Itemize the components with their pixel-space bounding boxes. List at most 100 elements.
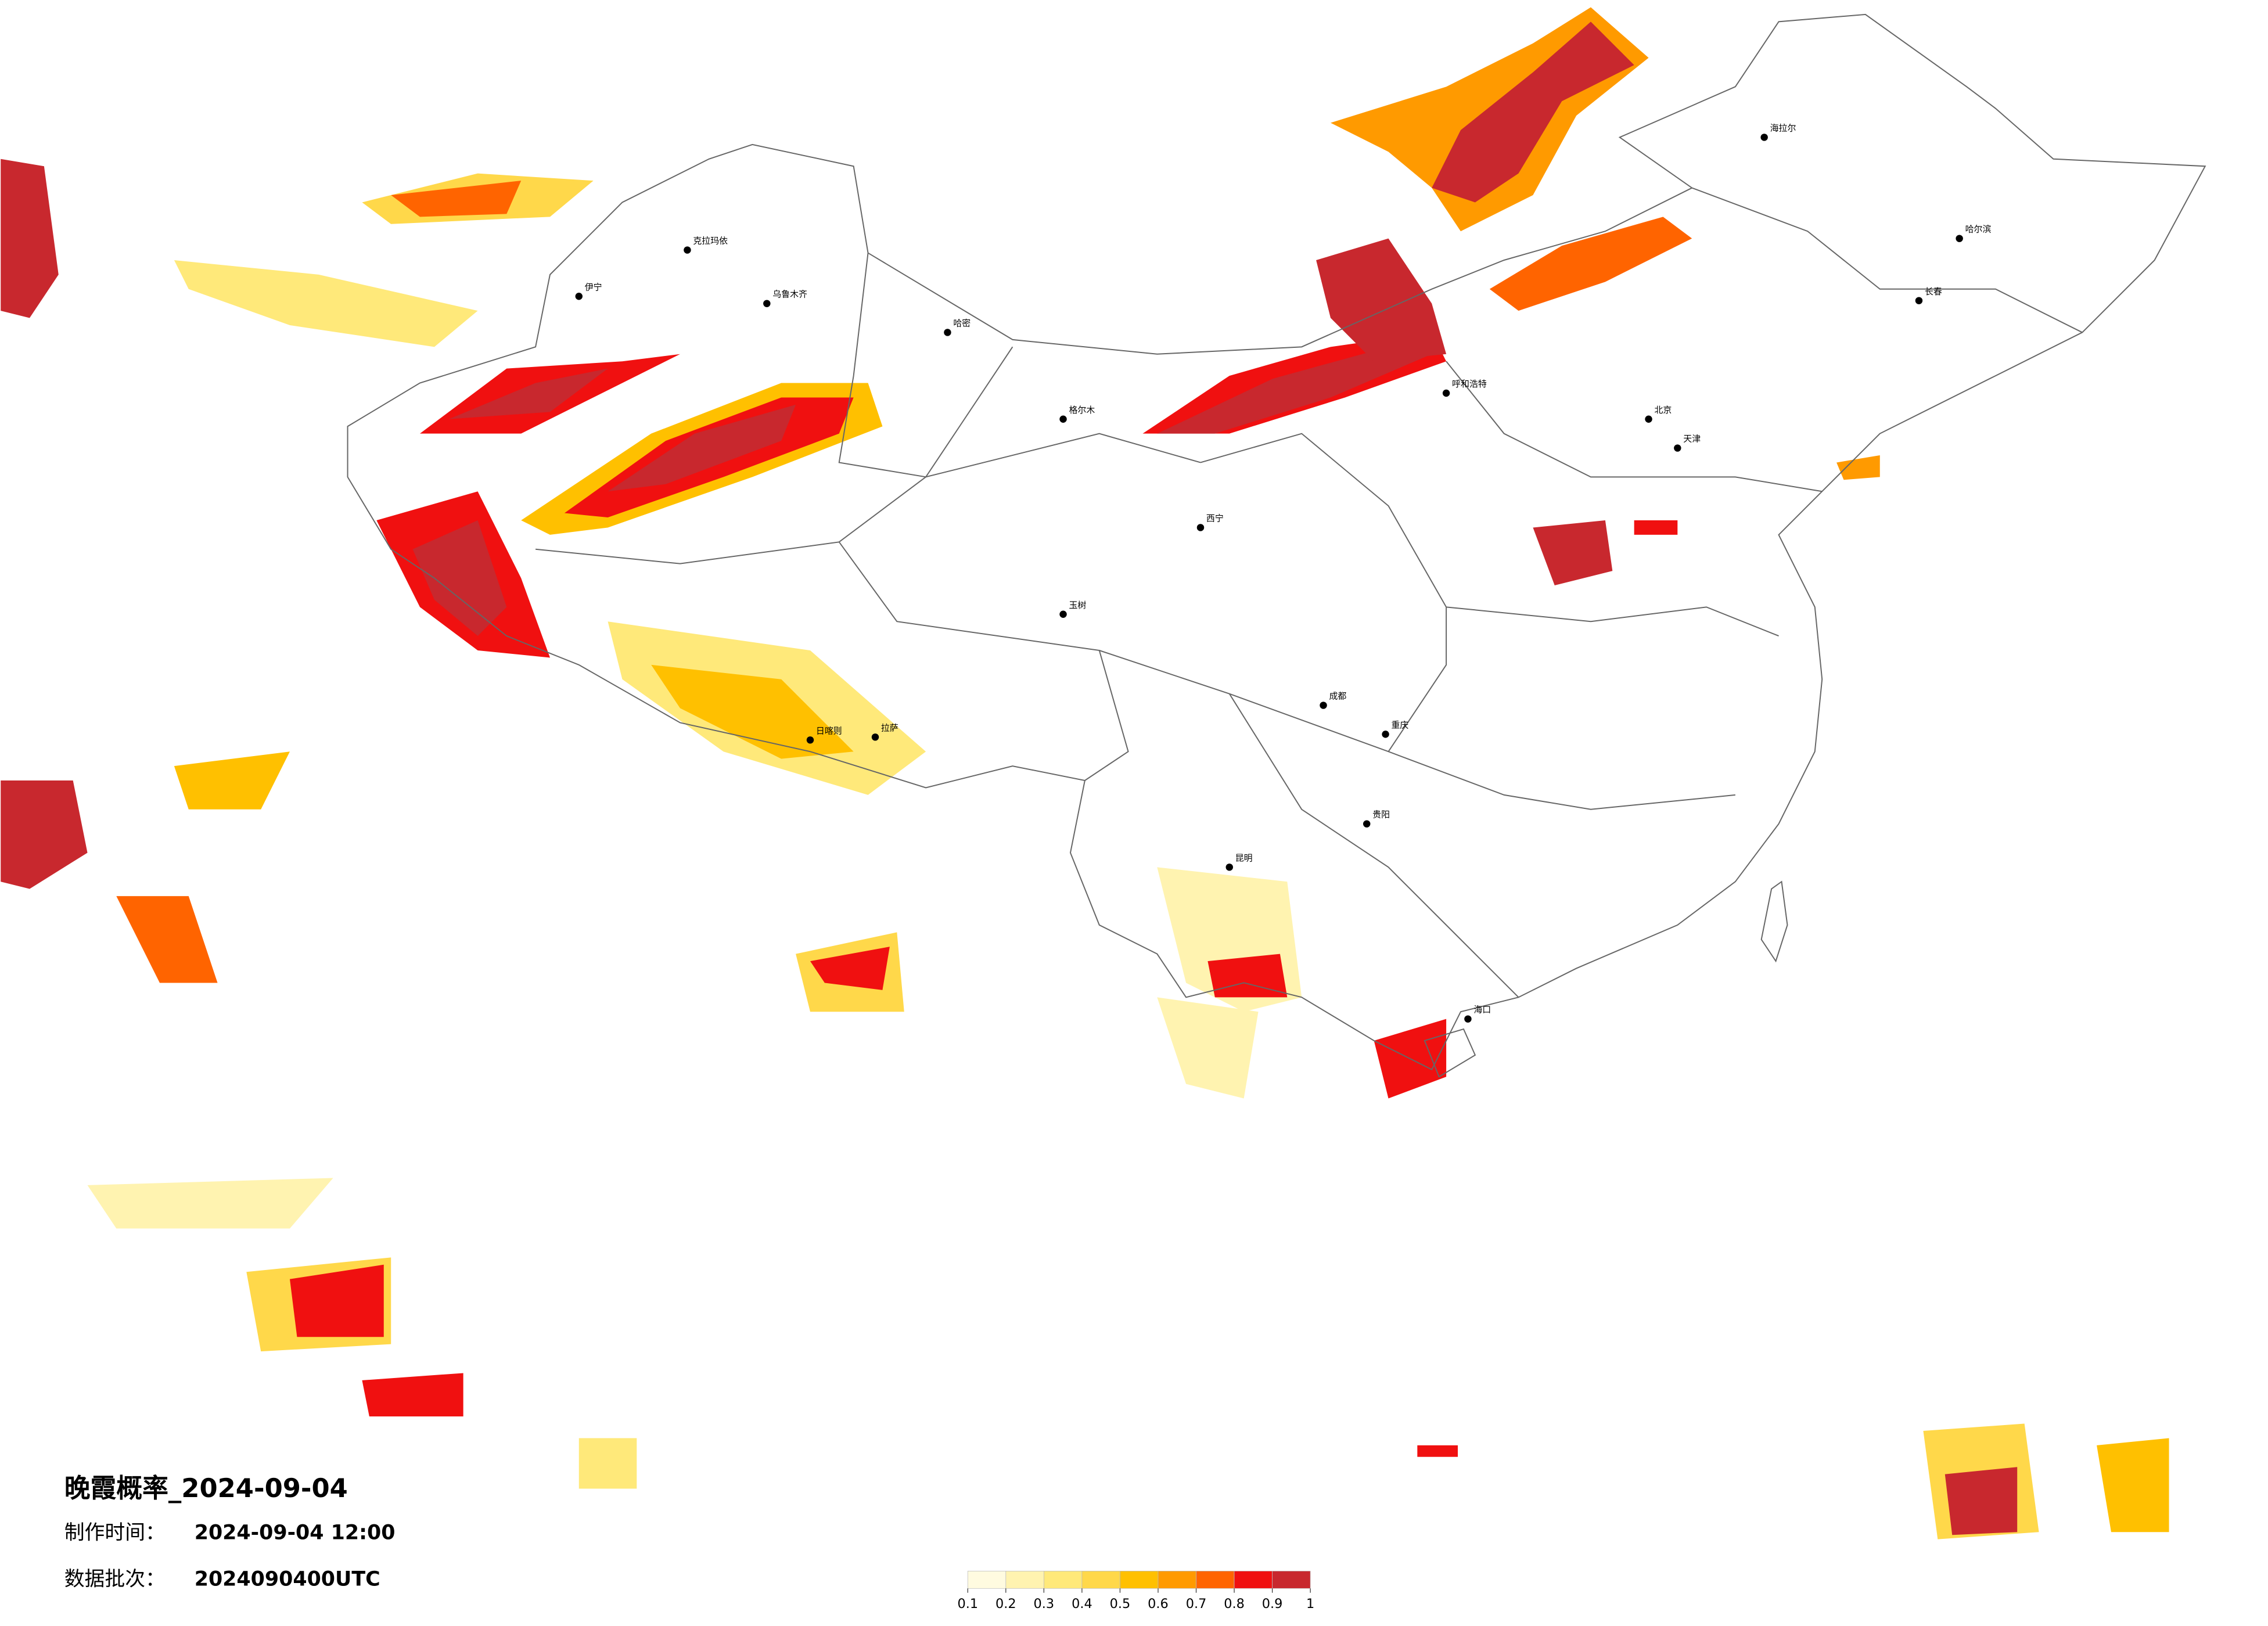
city-dot (763, 300, 771, 307)
patch (87, 1178, 333, 1229)
city-label: 玉树 (1069, 600, 1087, 610)
city-dot (1059, 610, 1067, 618)
colorbar-swatch (1272, 1571, 1311, 1589)
patch (2097, 1438, 2169, 1533)
city-label: 哈尔滨 (1965, 224, 1992, 235)
province-border (1446, 606, 1779, 637)
city-dot (1464, 1015, 1472, 1023)
province-border (1099, 650, 1735, 810)
colorbar-tick-label: 0.6 (1148, 1596, 1169, 1611)
city-dot (871, 733, 879, 741)
patch (391, 181, 522, 217)
patch (1417, 1445, 1458, 1457)
city-label: 重庆 (1392, 720, 1409, 730)
city-dot (1915, 297, 1923, 304)
patch (1316, 238, 1447, 362)
colorbar-tick-label: 0.8 (1224, 1596, 1245, 1611)
city-dot (1382, 731, 1389, 738)
city-label: 天津 (1683, 434, 1701, 444)
city-label: 哈密 (953, 318, 971, 329)
city-dot (1442, 389, 1450, 397)
city-label: 乌鲁木齐 (772, 289, 807, 300)
city-dot (684, 246, 691, 254)
province-border (1228, 693, 1519, 998)
patch (608, 404, 796, 492)
probability-field (1, 7, 2169, 1539)
patch (1157, 997, 1259, 1099)
colorbar-tick-label: 0.3 (1034, 1596, 1055, 1611)
colorbar-tick-label: 0.9 (1262, 1596, 1283, 1611)
city-dot (806, 736, 814, 744)
made-value: 2024-09-04 12:00 (195, 1521, 396, 1545)
city-label: 长春 (1925, 286, 1942, 297)
city-dot (1956, 235, 1963, 242)
map-title: 晚霞概率_2024-09-04 (64, 1473, 348, 1503)
colorbar-swatch (1120, 1571, 1159, 1589)
city-dot (1674, 444, 1681, 452)
batch-label: 数据批次： (64, 1567, 166, 1591)
colorbar: 0.1 0.2 0.3 0.4 0.5 0.6 0.7 0.8 0.9 1 (957, 1571, 1314, 1611)
colorbar-swatch (1043, 1571, 1083, 1589)
city-label: 格尔木 (1069, 405, 1095, 415)
city-dot (1760, 134, 1768, 141)
colorbar-swatch (1196, 1571, 1235, 1589)
patch (1, 780, 88, 889)
colorbar-swatch (967, 1571, 1007, 1589)
colorbar-tick-label: 0.4 (1072, 1596, 1092, 1611)
province-border (1446, 361, 1823, 492)
province-border (1691, 187, 2083, 333)
patch (448, 368, 608, 419)
patch (810, 947, 890, 990)
patch (1, 159, 59, 318)
colorbar-swatch (1005, 1571, 1044, 1589)
colorbar-swatch (1158, 1571, 1196, 1589)
patch (1836, 455, 1880, 480)
city-label: 贵阳 (1372, 810, 1390, 820)
patch (1944, 1467, 2018, 1535)
patch (362, 1373, 463, 1417)
city-dot (575, 293, 583, 300)
city-label: 昆明 (1235, 852, 1253, 863)
colorbar-tick-label: 0.1 (957, 1596, 978, 1611)
patch (1157, 347, 1432, 434)
province-border (838, 253, 1013, 478)
patch (578, 1438, 637, 1489)
city-label: 拉萨 (881, 722, 898, 733)
colorbar-tick-label: 0.2 (995, 1596, 1016, 1611)
city-dot (1196, 524, 1205, 531)
patch (1432, 21, 1634, 203)
city-label: 成都 (1329, 691, 1347, 702)
patch (1489, 217, 1692, 311)
city-label: 日喀则 (816, 725, 842, 736)
colorbar-swatch (1234, 1571, 1273, 1589)
patch (289, 1264, 384, 1337)
country-outline (347, 13, 2206, 1071)
patch (651, 664, 854, 759)
patch (1533, 520, 1613, 585)
city-label: 伊宁 (585, 282, 602, 292)
patch (174, 751, 290, 810)
patch (174, 260, 478, 347)
city-label: 海口 (1473, 1005, 1491, 1015)
city-dot (1225, 864, 1233, 871)
city-dot (1363, 820, 1371, 828)
batch-value: 2024090400UTC (195, 1567, 380, 1591)
city-label: 克拉玛依 (693, 236, 728, 246)
colorbar-tick-label: 1 (1306, 1596, 1314, 1611)
province-border (535, 433, 1201, 564)
patch (1634, 520, 1678, 535)
city-dot (944, 329, 951, 336)
province-border (1200, 433, 1447, 752)
city-label: 北京 (1655, 405, 1672, 415)
city-label: 呼和浩特 (1452, 379, 1487, 389)
hainan-outline (1424, 1028, 1476, 1078)
city-label: 海拉尔 (1770, 123, 1796, 134)
taiwan-outline (1760, 880, 1788, 963)
boundaries (347, 13, 2206, 1078)
patch (116, 896, 218, 983)
